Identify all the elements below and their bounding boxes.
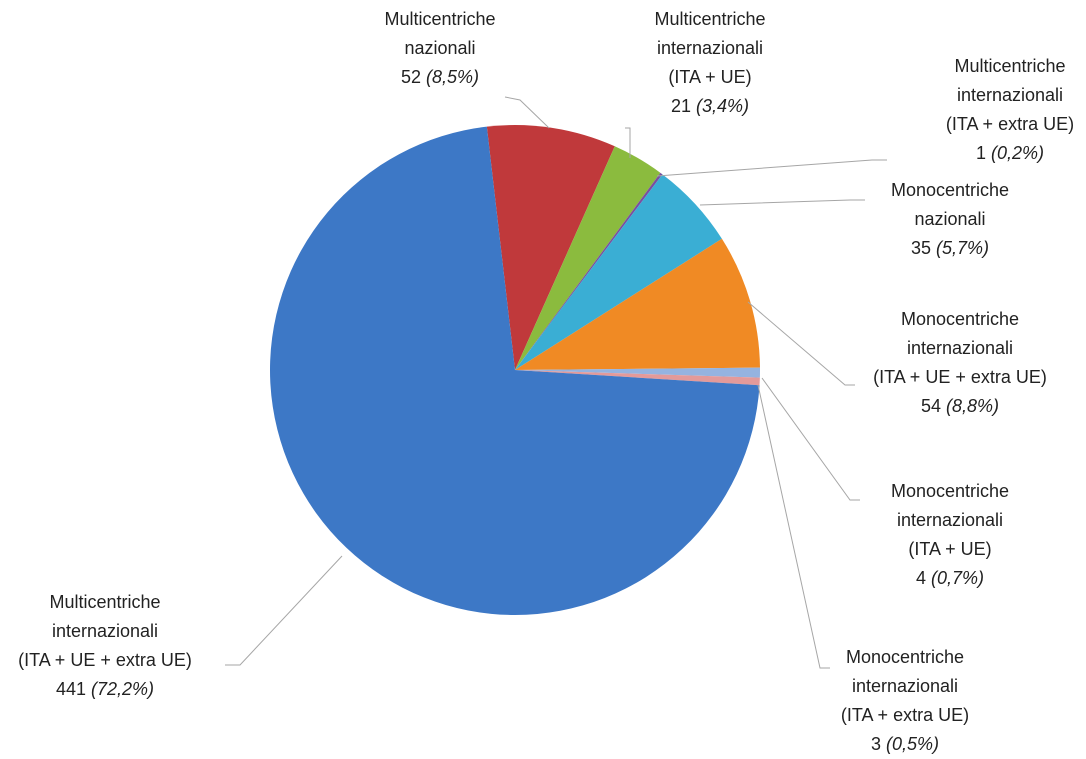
slice-label: internazionali [852,676,958,696]
leader-line [757,384,830,669]
slice-label: (ITA + extra UE) [841,705,969,725]
value-label: 3 (0,5%) [871,734,939,754]
slice-label: (ITA + UE + extra UE) [873,367,1047,387]
value: 54 [921,396,941,416]
leader-line [747,301,855,386]
share: (8,5%) [426,67,479,87]
pie-slice [515,174,722,370]
value: 441 [56,679,86,699]
value: 1 [976,143,986,163]
slice-label: Monocentriche [891,180,1009,200]
value: 3 [871,734,881,754]
value-label: 441 (72,2%) [56,679,154,699]
slice-label: internazionali [897,510,1003,530]
slice-label: (ITA + UE) [668,67,751,87]
leader-line [699,199,865,206]
value: 4 [916,568,926,588]
slice-label: nazionali [404,38,475,58]
leader-line [761,377,860,501]
value-label: 54 (8,8%) [921,396,999,416]
leader-line [504,96,550,129]
share: (72,2%) [91,679,154,699]
value: 35 [911,238,931,258]
share: (8,8%) [946,396,999,416]
value-label: 4 (0,7%) [916,568,984,588]
slice-label: internazionali [52,621,158,641]
value-label: 35 (5,7%) [911,238,989,258]
slice-label: Monocentriche [901,309,1019,329]
slice-label: Multicentriche [384,9,495,29]
pie-slice [515,146,661,370]
value: 52 [401,67,421,87]
pie-slice [515,172,663,370]
slice-label: (ITA + UE) [908,539,991,559]
value: 21 [671,96,691,116]
slice-label: (ITA + extra UE) [946,114,1074,134]
pie-slice [515,367,760,378]
value-label: 1 (0,2%) [976,143,1044,163]
slice-label: internazionali [957,85,1063,105]
leader-line [656,159,887,177]
share: (0,7%) [931,568,984,588]
slice-label: (ITA + UE + extra UE) [18,650,192,670]
pie-slice [515,238,760,370]
slice-label: internazionali [907,338,1013,358]
slice-label: internazionali [657,38,763,58]
value-label: 52 (8,5%) [401,67,479,87]
share: (0,5%) [886,734,939,754]
slice-label: Monocentriche [846,647,964,667]
value-label: 21 (3,4%) [671,96,749,116]
share: (5,7%) [936,238,989,258]
slice-label: nazionali [914,209,985,229]
leader-line [625,127,631,158]
slice-label: Monocentriche [891,481,1009,501]
pie-slice [486,125,615,370]
leader-line [225,555,343,666]
slice-label: Multicentriche [954,56,1065,76]
share: (3,4%) [696,96,749,116]
share: (0,2%) [991,143,1044,163]
slice-label: Multicentriche [49,592,160,612]
pie-slice [270,126,760,615]
pie-slice [515,370,760,386]
slice-label: Multicentriche [654,9,765,29]
